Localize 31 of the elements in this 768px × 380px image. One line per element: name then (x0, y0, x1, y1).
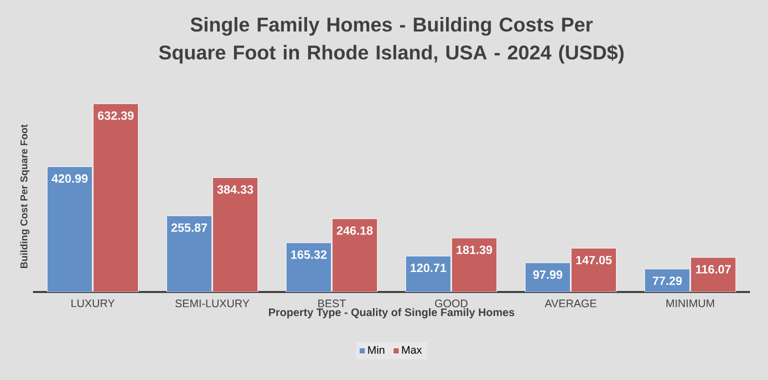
x-tick-label: AVERAGE (544, 300, 596, 308)
chart-title: Single Family Homes - Building Costs Per Square Foot in Rhode Island, USA - 2024 (USD$) (159, 17, 624, 64)
legend-label: Max (402, 346, 422, 354)
bar (166, 216, 212, 292)
x-tick-label: BEST (318, 300, 346, 308)
x-tick-label: GOOD (435, 300, 468, 308)
data-label: 77.29 (652, 276, 682, 286)
bar (47, 166, 92, 292)
bar (332, 218, 378, 292)
y-axis-title: Building Cost Per Square Foot (20, 124, 30, 268)
data-label: 165.32 (291, 250, 327, 259)
legend-label: Min (368, 346, 384, 354)
bar (571, 248, 617, 292)
data-label: 120.71 (410, 264, 446, 272)
data-label: 246.18 (336, 226, 373, 235)
data-label: 116.07 (696, 265, 731, 274)
data-label: 97.99 (533, 270, 562, 279)
data-label: 632.39 (98, 111, 134, 120)
data-label: 255.87 (171, 223, 208, 232)
bar (452, 238, 498, 292)
bar (93, 104, 139, 292)
bar (212, 177, 258, 292)
x-tick-label: LUXURY (72, 300, 115, 308)
x-tick-label: MINIMUM (666, 300, 714, 308)
bar (286, 242, 332, 292)
x-tick-label: SEMI-LUXURY (175, 300, 250, 308)
data-label: 384.33 (217, 185, 254, 194)
data-label: 147.05 (576, 256, 612, 264)
data-label: 420.99 (52, 174, 88, 183)
data-label: 181.39 (456, 246, 492, 254)
x-axis-title: Property Type - Quality of Single Family Homes (269, 308, 514, 318)
